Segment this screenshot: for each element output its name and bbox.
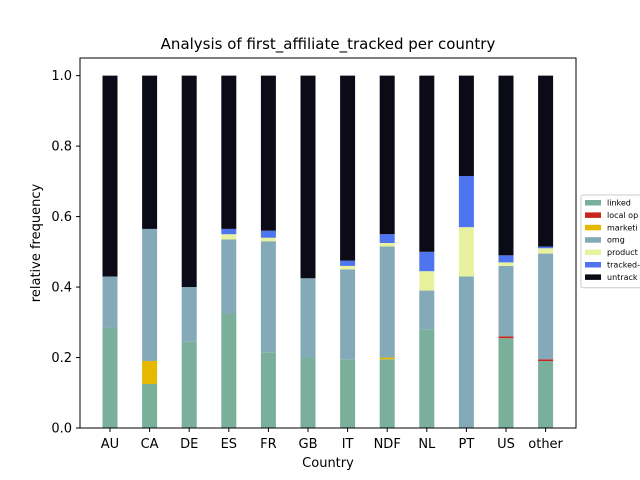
bars-group [102, 75, 554, 428]
bar-segment-other-local-ops [538, 359, 554, 362]
bar-segment-GB-linked [300, 357, 316, 428]
legend-label: marketi [607, 223, 638, 232]
bar-segment-NL-product [419, 271, 435, 291]
bar-segment-DE-linked [181, 341, 197, 428]
bar-segment-GB-omg [300, 278, 316, 358]
bar-segment-IT-untracked [340, 75, 356, 261]
chart-title: Analysis of first_affiliate_tracked per … [161, 35, 496, 54]
bar-segment-AU-untracked [102, 75, 118, 277]
legend-swatch-untracked [585, 274, 601, 280]
bar-segment-PT-tracked-other [458, 176, 474, 228]
bar-segment-other-tracked-other [538, 246, 554, 249]
x-axis: AU CA DE ES FR GB IT NDF NL PT US other [101, 428, 564, 452]
x-tick-label: other [528, 437, 563, 452]
bar-segment-NDF-marketing [379, 357, 395, 360]
bar-segment-other-omg [538, 253, 554, 360]
legend-label: tracked- [607, 261, 640, 270]
y-tick-label: 0.4 [51, 281, 72, 296]
legend: linked local op marketi omg product tracked-u… [580, 194, 640, 289]
bar-segment-FR-untracked [260, 75, 276, 231]
plot-area [80, 58, 576, 428]
legend-label: linked [607, 199, 631, 208]
bar-segment-FR-product [260, 237, 276, 242]
y-axis-label: relative frequency [29, 184, 44, 303]
x-tick-label: US [497, 437, 515, 452]
x-tick-label: AU [101, 437, 119, 452]
legend-label: local op [607, 211, 638, 220]
x-tick-label: PT [459, 437, 475, 452]
bar-segment-GB-untracked [300, 75, 316, 279]
x-tick-label: ES [221, 437, 237, 452]
bar-segment-other-product [538, 248, 554, 254]
bar-segment-AU-linked [102, 327, 118, 428]
bar-segment-IT-omg [340, 269, 356, 360]
bar-segment-CA-omg [142, 228, 158, 362]
bar-segment-CA-marketing [142, 361, 158, 384]
legend-swatch-linked [585, 200, 601, 206]
x-tick-label: IT [342, 437, 354, 452]
bar-segment-NDF-tracked-other [379, 234, 395, 243]
bar-segment-NL-tracked-other [419, 251, 435, 272]
y-tick-label: 0.6 [51, 210, 72, 225]
y-tick-label: 0.8 [51, 140, 72, 155]
legend-label: untrack [607, 273, 638, 282]
bar-segment-US-product [498, 262, 514, 266]
y-tick-label: 0.2 [51, 351, 72, 366]
y-tick-label: 1.0 [51, 69, 72, 84]
x-tick-label: DE [180, 437, 198, 452]
bar-segment-other-linked [538, 361, 554, 428]
bar-segment-US-omg [498, 265, 514, 337]
legend-swatch-product [585, 249, 601, 256]
bar-segment-US-local-ops [498, 336, 514, 339]
y-axis: 0.0 0.2 0.4 0.6 0.8 1.0 [51, 69, 80, 437]
bar-segment-DE-untracked [181, 75, 197, 288]
bar-segment-CA-linked [142, 383, 158, 428]
bar-segment-US-linked [498, 338, 514, 428]
bar-segment-CA-untracked [142, 75, 158, 229]
bar-segment-NL-omg [419, 290, 435, 330]
bar-segment-US-tracked-other [498, 255, 514, 263]
bar-segment-PT-untracked [458, 75, 474, 177]
x-tick-label: GB [299, 437, 318, 452]
x-tick-label: CA [141, 437, 159, 452]
bar-segment-FR-omg [260, 241, 276, 353]
bar-segment-ES-untracked [221, 75, 237, 229]
x-tick-label: NL [418, 437, 436, 452]
bar-segment-other-untracked [538, 75, 554, 247]
legend-label: omg [607, 236, 625, 245]
bar-segment-DE-omg [181, 287, 197, 342]
legend-swatch-tracked-other [585, 262, 601, 268]
bar-segment-AU-omg [102, 276, 118, 328]
bar-segment-ES-product [221, 234, 237, 240]
bar-segment-ES-linked [221, 313, 237, 428]
legend-label: product [607, 248, 638, 257]
bar-segment-ES-tracked-other [221, 228, 237, 235]
bar-segment-IT-tracked-other [340, 260, 356, 266]
legend-swatch-marketing [585, 224, 601, 231]
y-tick-label: 0.0 [51, 422, 72, 437]
legend-swatch-omg [585, 237, 601, 243]
bar-segment-ES-omg [221, 239, 237, 314]
bar-segment-NDF-omg [379, 246, 395, 358]
x-tick-label: FR [260, 437, 277, 452]
bar-segment-FR-linked [260, 352, 276, 428]
bar-segment-NL-linked [419, 329, 435, 428]
bar-segment-PT-product [458, 227, 474, 277]
bar-segment-FR-tracked-other [260, 230, 276, 238]
bar-segment-NDF-linked [379, 359, 395, 428]
x-tick-label: NDF [374, 437, 401, 452]
bar-segment-NDF-product [379, 243, 395, 247]
bar-segment-NL-untracked [419, 75, 435, 252]
plot-frame [79, 57, 577, 429]
bar-segment-NDF-untracked [379, 75, 395, 235]
bar-segment-IT-product [340, 265, 356, 270]
x-axis-label: Country [302, 456, 354, 471]
bar-segment-PT-omg [458, 276, 474, 428]
bar-segment-US-untracked [498, 75, 514, 256]
bar-segment-IT-linked [340, 359, 356, 428]
legend-swatch-local-ops [585, 212, 601, 218]
